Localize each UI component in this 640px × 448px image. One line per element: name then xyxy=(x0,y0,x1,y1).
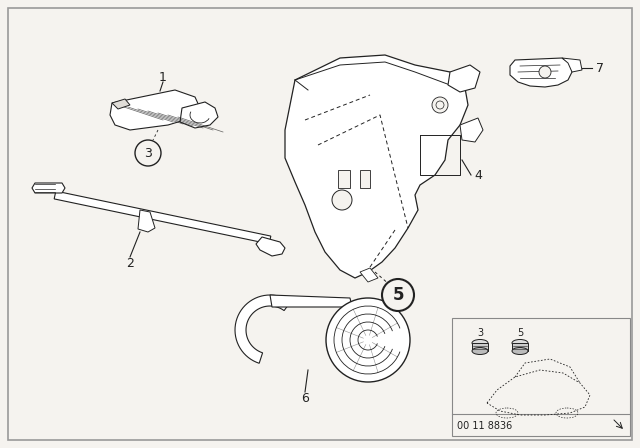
Text: 6: 6 xyxy=(301,392,309,405)
Text: 1: 1 xyxy=(159,70,167,83)
Polygon shape xyxy=(112,99,130,109)
Bar xyxy=(452,318,630,436)
Polygon shape xyxy=(460,118,483,142)
Bar xyxy=(472,343,488,351)
Polygon shape xyxy=(235,295,291,363)
Text: 7: 7 xyxy=(596,61,604,74)
Polygon shape xyxy=(110,90,200,130)
Text: 5: 5 xyxy=(517,328,523,338)
Polygon shape xyxy=(360,268,378,282)
Ellipse shape xyxy=(472,348,488,354)
Circle shape xyxy=(332,190,352,210)
Circle shape xyxy=(135,140,161,166)
Polygon shape xyxy=(32,183,65,193)
Bar xyxy=(338,170,350,188)
Polygon shape xyxy=(180,102,218,128)
Ellipse shape xyxy=(512,348,528,354)
Ellipse shape xyxy=(512,340,528,346)
Polygon shape xyxy=(54,191,271,244)
Polygon shape xyxy=(138,210,155,232)
Polygon shape xyxy=(270,295,352,307)
Text: 2: 2 xyxy=(126,257,134,270)
Circle shape xyxy=(432,97,448,113)
Ellipse shape xyxy=(472,340,488,346)
Circle shape xyxy=(539,66,551,78)
Text: 4: 4 xyxy=(474,168,482,181)
Circle shape xyxy=(326,298,410,382)
Text: 5: 5 xyxy=(392,286,404,304)
Text: 3: 3 xyxy=(477,328,483,338)
Polygon shape xyxy=(562,58,582,72)
Polygon shape xyxy=(448,65,480,92)
Bar xyxy=(512,343,528,351)
Polygon shape xyxy=(256,237,285,256)
Bar xyxy=(360,170,370,188)
Text: 3: 3 xyxy=(144,146,152,159)
Polygon shape xyxy=(285,55,468,278)
Polygon shape xyxy=(510,58,572,87)
Circle shape xyxy=(382,279,414,311)
Circle shape xyxy=(436,101,444,109)
Text: 00 11 8836: 00 11 8836 xyxy=(457,421,512,431)
